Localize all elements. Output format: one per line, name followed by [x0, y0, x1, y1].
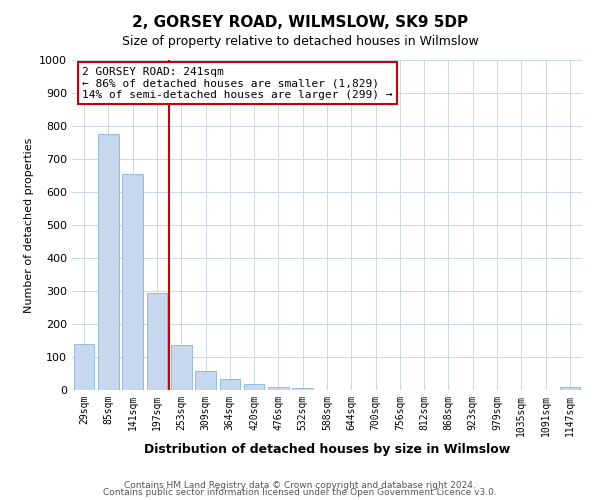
Bar — [244, 384, 265, 390]
Bar — [195, 371, 216, 390]
Bar — [74, 344, 94, 390]
Bar — [268, 386, 289, 390]
Bar — [292, 388, 313, 390]
Bar — [122, 174, 143, 390]
Bar — [98, 134, 119, 390]
Text: 2, GORSEY ROAD, WILMSLOW, SK9 5DP: 2, GORSEY ROAD, WILMSLOW, SK9 5DP — [132, 15, 468, 30]
Bar — [220, 380, 240, 390]
Bar — [171, 346, 191, 390]
Text: Contains public sector information licensed under the Open Government Licence v3: Contains public sector information licen… — [103, 488, 497, 497]
Text: 2 GORSEY ROAD: 241sqm
← 86% of detached houses are smaller (1,829)
14% of semi-d: 2 GORSEY ROAD: 241sqm ← 86% of detached … — [82, 66, 392, 100]
Text: Contains HM Land Registry data © Crown copyright and database right 2024.: Contains HM Land Registry data © Crown c… — [124, 480, 476, 490]
Text: Size of property relative to detached houses in Wilmslow: Size of property relative to detached ho… — [122, 35, 478, 48]
Y-axis label: Number of detached properties: Number of detached properties — [23, 138, 34, 312]
Bar — [146, 292, 167, 390]
Bar — [560, 386, 580, 390]
X-axis label: Distribution of detached houses by size in Wilmslow: Distribution of detached houses by size … — [144, 443, 510, 456]
